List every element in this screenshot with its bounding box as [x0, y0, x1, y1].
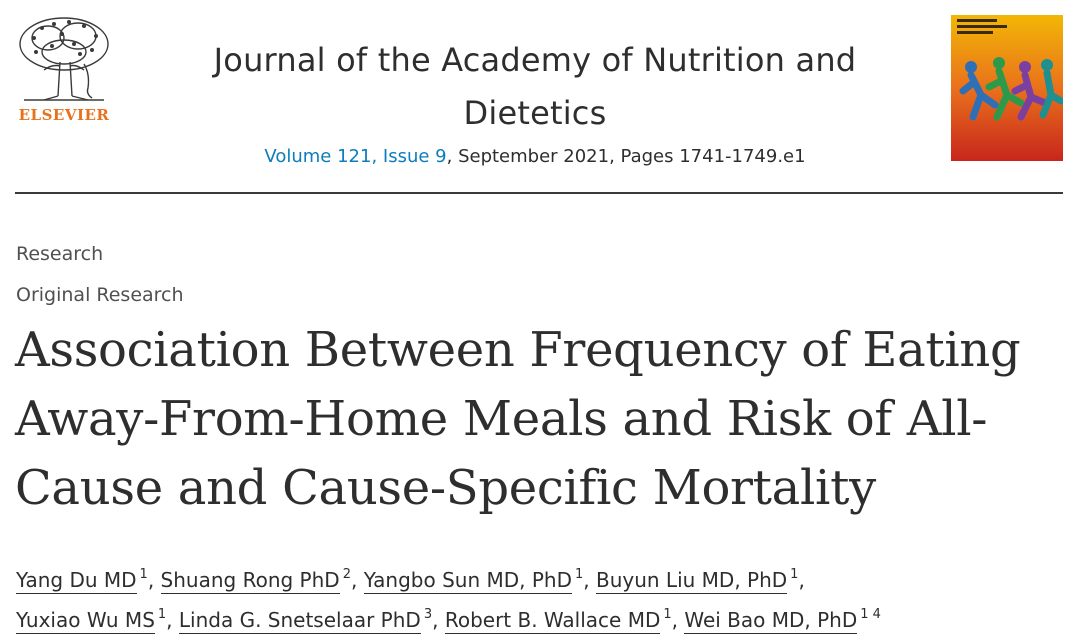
affiliation-marker[interactable]: 1 [157, 607, 167, 622]
affiliation-marker[interactable]: 2 [342, 567, 351, 582]
volume-issue-link[interactable]: Volume 121, Issue 9 [264, 146, 447, 167]
author-name: Shuang Rong PhD [160, 568, 340, 594]
author-link[interactable]: Wei Bao MD, PhD 1 4 [684, 598, 881, 637]
author-link[interactable]: Yangbo Sun MD, PhD 1 [363, 558, 584, 597]
author-separator: , [671, 608, 685, 632]
publication-date-pages: , September 2021, Pages 1741-1749.e1 [446, 146, 806, 167]
author-name: Wei Bao MD, PhD [684, 608, 858, 634]
affiliation-marker[interactable]: 1 [790, 567, 799, 582]
author-name: Buyun Liu MD, PhD [595, 568, 788, 594]
subsection-label[interactable]: Original Research [16, 284, 184, 306]
journal-meta: Volume 121, Issue 9, September 2021, Pag… [180, 146, 890, 167]
author-name: Yang Du MD [16, 568, 137, 594]
elsevier-tree-icon [19, 17, 109, 101]
author-name: Robert B. Wallace MD [444, 608, 661, 634]
author-name: Yangbo Sun MD, PhD [363, 568, 572, 594]
author-separator: , [166, 608, 179, 632]
author-name: Yuxiao Wu MS [16, 608, 155, 634]
author-list: Yang Du MD 1, Shuang Rong PhD 2, Yangbo Su… [16, 558, 1066, 638]
journal-title[interactable]: Journal of the Academy of Nutrition and … [213, 41, 857, 132]
author-line: Yang Du MD 1, Shuang Rong PhD 2, Yangbo Su… [16, 558, 1066, 598]
journal-cover-image[interactable] [951, 15, 1063, 161]
article-title: Association Between Frequency of Eating … [15, 322, 1021, 516]
author-link[interactable]: Yang Du MD 1 [16, 558, 148, 597]
author-link[interactable]: Robert B. Wallace MD 1 [444, 598, 672, 637]
elsevier-wordmark: ELSEVIER [18, 106, 110, 124]
journal-cover-icon [951, 15, 1063, 161]
author-link[interactable]: Shuang Rong PhD 2 [160, 558, 351, 597]
author-separator: , [147, 568, 161, 592]
author-separator: , [350, 568, 364, 592]
journal-header: Journal of the Academy of Nutrition and … [180, 34, 890, 167]
header-divider [15, 192, 1063, 194]
author-separator: , [798, 568, 805, 592]
affiliation-marker[interactable]: 1 4 [860, 607, 881, 622]
affiliation-marker[interactable]: 1 [574, 567, 584, 582]
affiliation-marker[interactable]: 3 [423, 607, 433, 622]
affiliation-marker[interactable]: 1 [139, 567, 148, 582]
author-link[interactable]: Linda G. Snetselaar PhD 3 [178, 598, 433, 637]
author-line: Yuxiao Wu MS 1, Linda G. Snetselaar PhD 3,… [16, 598, 1066, 638]
author-separator: , [432, 608, 445, 632]
author-separator: , [583, 568, 596, 592]
affiliation-marker[interactable]: 1 [663, 607, 672, 622]
author-link[interactable]: Buyun Liu MD, PhD 1 [595, 558, 799, 597]
author-name: Linda G. Snetselaar PhD [178, 608, 421, 634]
section-label[interactable]: Research [16, 243, 104, 265]
author-link[interactable]: Yuxiao Wu MS 1 [16, 598, 166, 637]
elsevier-logo[interactable]: ELSEVIER [14, 14, 114, 126]
